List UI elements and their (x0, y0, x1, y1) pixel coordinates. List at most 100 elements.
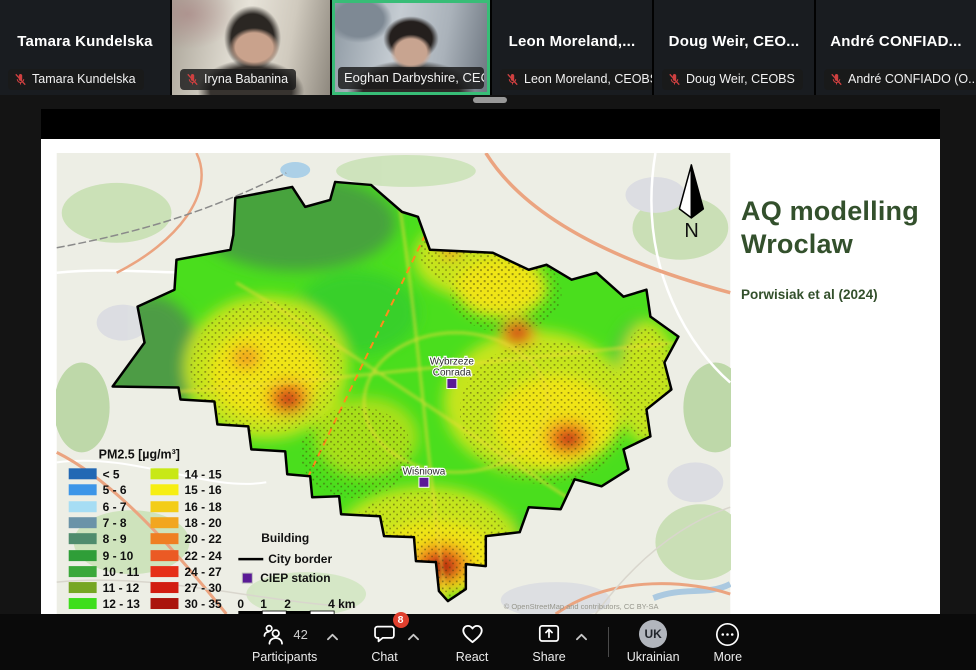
svg-text:18 - 20: 18 - 20 (184, 516, 222, 530)
participant-display-name: André CONFIAD... (830, 33, 962, 50)
ciep-station-wisniowa: Wiśniowa (401, 465, 447, 488)
chevron-up-icon (407, 633, 419, 641)
mic-muted-icon (187, 73, 198, 85)
participant-filmstrip: Tamara Kundelska Tamara Kundelska (0, 0, 976, 95)
svg-text:5 - 6: 5 - 6 (103, 483, 127, 497)
participant-display-name: Tamara Kundelska (17, 33, 153, 50)
participant-nametag-text: André CONFIADO (O... (848, 72, 976, 86)
mic-muted-icon (831, 73, 842, 85)
interpretation-button[interactable]: UK Ukrainian (627, 619, 680, 664)
svg-text:4 km: 4 km (328, 597, 355, 611)
map-attribution: © OpenStreetMap and contributors, CC BY-… (504, 602, 659, 611)
participant-nametag: Doug Weir, CEOBS (662, 69, 803, 90)
share-menu-caret[interactable] (575, 629, 588, 647)
slide-citation: Porwisiak et al (2024) (741, 287, 878, 302)
slide-title-line1: AQ modelling (741, 196, 919, 226)
participant-nametag: Leon Moreland, CEOBS (500, 69, 652, 90)
station-label: Wybrzeże (430, 357, 475, 368)
video-tile-leon[interactable]: Leon Moreland,... Leon Moreland, CEOBS (492, 0, 652, 95)
participant-nametag: André CONFIADO (O... (824, 69, 976, 90)
svg-text:15 - 16: 15 - 16 (184, 483, 222, 497)
participant-nametag: Tamara Kundelska (8, 69, 144, 90)
svg-text:10 - 11: 10 - 11 (103, 565, 140, 579)
svg-text:9 - 10: 9 - 10 (103, 549, 134, 563)
participants-icon (264, 624, 284, 645)
chat-icon (373, 625, 395, 643)
north-label: N (684, 220, 698, 242)
video-tile-tamara[interactable]: Tamara Kundelska Tamara Kundelska (0, 0, 170, 95)
station-label: Conrada (433, 368, 472, 379)
share-screen-icon (538, 625, 560, 642)
participant-nametag-text: Leon Moreland, CEOBS (524, 72, 652, 86)
chevron-up-icon (575, 633, 587, 641)
participants-count: 42 (293, 626, 308, 642)
building-legend-label: Building (261, 531, 309, 545)
building-speckles (190, 216, 676, 602)
aq-map-image: Wybrzeże Conrada Wiśniowa N (56, 153, 731, 614)
svg-text:24 - 27: 24 - 27 (184, 565, 222, 579)
participant-display-name: Doug Weir, CEO... (668, 33, 800, 50)
station-marker (418, 476, 430, 488)
chat-button[interactable]: 8 Chat (371, 612, 409, 664)
svg-text:20 - 22: 20 - 22 (184, 532, 222, 546)
participant-nametag-text: Iryna Babanina (204, 72, 289, 86)
participant-nametag-text: Tamara Kundelska (32, 72, 136, 86)
chevron-up-icon (327, 633, 339, 641)
svg-text:27 - 30: 27 - 30 (184, 581, 222, 595)
participants-button[interactable]: 42 Participants (252, 619, 317, 664)
participants-menu-caret[interactable] (326, 629, 339, 647)
toolbar-divider (607, 627, 609, 657)
meeting-toolbar: 42 Participants 8 Chat (0, 612, 976, 670)
participant-nametag-text: Doug Weir, CEOBS (686, 72, 795, 86)
svg-text:7 - 8: 7 - 8 (103, 516, 127, 530)
city-border-legend-label: City border (268, 552, 332, 566)
react-button[interactable]: React (456, 619, 488, 664)
station-marker (446, 378, 458, 389)
chat-unread-badge: 8 (392, 612, 409, 628)
north-arrow-icon: N (678, 164, 705, 242)
ciep-legend-label: CIEP station (260, 571, 330, 585)
filmstrip-collapse-handle[interactable] (473, 97, 507, 103)
scale-bar: 0 1 2 4 km (237, 597, 355, 614)
chat-label: Chat (371, 650, 398, 664)
ciep-station-wybrzeze-conrada: Wybrzeże Conrada (429, 355, 476, 389)
video-tile-eoghan-active-speaker[interactable]: Eoghan Darbyshire, CEO... (332, 0, 490, 95)
video-tile-andre[interactable]: André CONFIAD... André CONFIADO (O... (816, 0, 976, 95)
shared-screen-stage: Wybrzeże Conrada Wiśniowa N (0, 95, 976, 614)
participants-label: Participants (252, 650, 318, 664)
slide-body: Wybrzeże Conrada Wiśniowa N (41, 139, 940, 614)
participant-nametag: Eoghan Darbyshire, CEO... (338, 67, 484, 89)
pm25-legend: PM2.5 [µg/m³] < 5 5 - 6 6 - 7 7 - 8 8 - … (68, 447, 355, 614)
mic-muted-icon (507, 73, 518, 85)
mic-muted-icon (15, 73, 26, 85)
svg-text:8 - 9: 8 - 9 (103, 532, 127, 546)
slide-title: AQ modelling Wroclaw (741, 195, 936, 261)
svg-text:22 - 24: 22 - 24 (184, 549, 222, 563)
svg-text:PM2.5 [µg/m³]: PM2.5 [µg/m³] (99, 447, 180, 461)
ciep-legend-marker (241, 572, 253, 584)
more-button[interactable]: More (714, 619, 742, 664)
interpretation-label: Ukrainian (626, 650, 680, 664)
svg-text:0: 0 (237, 597, 244, 611)
svg-text:1: 1 (260, 597, 267, 611)
more-label: More (713, 650, 743, 664)
svg-text:14 - 15: 14 - 15 (184, 467, 222, 481)
svg-text:11 - 12: 11 - 12 (103, 581, 140, 595)
slide-header-bar (41, 109, 940, 139)
video-tile-doug[interactable]: Doug Weir, CEO... Doug Weir, CEOBS (654, 0, 814, 95)
svg-text:30 - 35: 30 - 35 (184, 597, 222, 611)
share-label: Share (532, 650, 566, 664)
svg-text:< 5: < 5 (103, 467, 120, 481)
more-ellipsis-icon (716, 622, 740, 646)
station-label: Wiśniowa (403, 466, 446, 477)
heart-react-icon (461, 624, 483, 644)
participant-nametag: Iryna Babanina (180, 69, 297, 90)
slide-title-line2: Wroclaw (741, 228, 853, 259)
share-button[interactable]: Share (532, 619, 566, 664)
svg-text:16 - 18: 16 - 18 (184, 500, 222, 514)
interpretation-language-badge: UK (639, 620, 668, 648)
chat-menu-caret[interactable] (407, 629, 420, 647)
shared-slide: Wybrzeże Conrada Wiśniowa N (41, 109, 940, 614)
video-tile-iryna[interactable]: Iryna Babanina (172, 0, 330, 95)
